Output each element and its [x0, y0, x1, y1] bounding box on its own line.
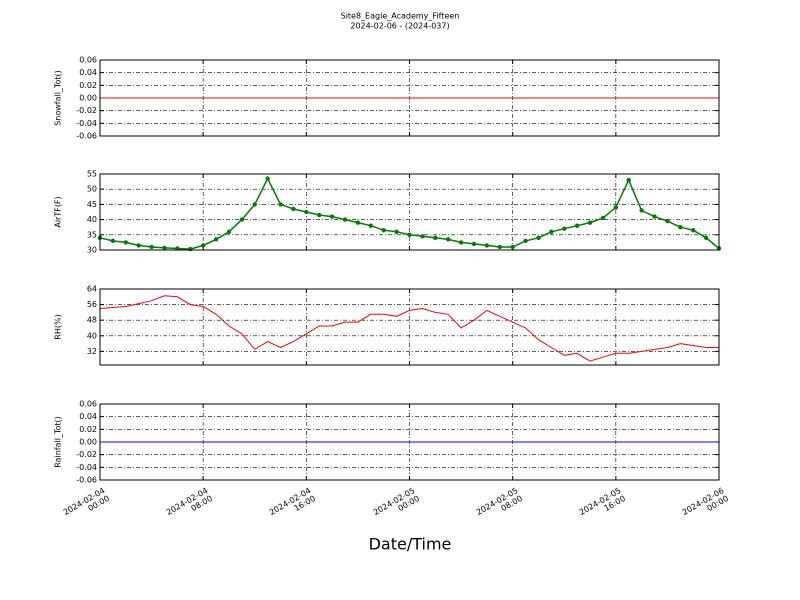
- y-tick-label: 40: [87, 331, 97, 340]
- y-axis-label: RH(%): [54, 314, 63, 339]
- y-tick-label: 0.06: [79, 56, 97, 65]
- y-tick-label: 48: [87, 316, 97, 325]
- data-point: [278, 202, 283, 207]
- data-point: [613, 205, 619, 210]
- y-tick-label: -0.04: [76, 119, 97, 128]
- y-tick-label: 0.06: [79, 400, 97, 409]
- data-point: [665, 218, 670, 224]
- data-point: [574, 223, 580, 228]
- data-point: [342, 217, 348, 222]
- y-tick-label: 35: [87, 230, 97, 239]
- y-axis-label: AirTF(F): [54, 196, 63, 227]
- data-point: [678, 225, 683, 230]
- data-point: [652, 214, 657, 219]
- data-point: [136, 243, 141, 248]
- y-tick-label: 64: [87, 285, 97, 294]
- data-point: [188, 246, 193, 252]
- chart-subtitle: 2024-02-06 - (2024-037): [350, 22, 449, 31]
- data-point: [381, 228, 386, 233]
- data-point: [162, 245, 167, 251]
- data-point: [523, 238, 528, 244]
- y-tick-label: -0.04: [76, 463, 97, 472]
- y-axis-label: Snowfall_Tot(): [54, 70, 63, 126]
- data-point: [536, 235, 541, 241]
- data-point: [110, 238, 116, 244]
- data-point: [239, 217, 245, 222]
- data-point: [484, 243, 490, 248]
- data-point: [562, 226, 567, 231]
- y-tick-label: 0.00: [79, 438, 97, 447]
- data-point: [291, 206, 296, 212]
- data-point: [497, 244, 502, 250]
- y-tick-label: 40: [87, 215, 97, 224]
- data-point: [703, 235, 709, 241]
- data-point: [329, 214, 335, 219]
- data-point: [394, 229, 399, 234]
- data-point: [445, 237, 451, 242]
- data-point: [691, 228, 696, 233]
- data-point: [420, 234, 425, 239]
- data-point: [317, 212, 322, 218]
- data-point: [587, 220, 593, 225]
- data-point: [433, 235, 438, 241]
- y-tick-label: 45: [87, 200, 97, 209]
- plot-frame: [99, 59, 720, 137]
- data-point: [600, 215, 606, 221]
- data-point: [458, 240, 464, 245]
- data-point: [549, 229, 554, 234]
- data-point: [355, 220, 361, 225]
- y-tick-label: -0.02: [76, 106, 97, 115]
- y-tick-label: 0.02: [79, 81, 97, 90]
- data-point: [265, 176, 270, 181]
- data-point: [304, 209, 309, 215]
- plot-frame: [99, 173, 720, 251]
- data-point: [639, 208, 644, 213]
- data-point: [200, 243, 206, 248]
- x-axis-label: Date/Time: [369, 535, 452, 554]
- data-point: [252, 202, 257, 207]
- y-tick-label: 56: [87, 300, 97, 309]
- data-point: [626, 177, 631, 183]
- y-tick-label: 0.00: [79, 94, 97, 103]
- y-tick-label: 0.04: [79, 68, 97, 77]
- y-tick-label: -0.02: [76, 450, 97, 459]
- plot-frame: [99, 288, 720, 366]
- y-tick-label: 55: [87, 170, 97, 179]
- y-tick-label: 32: [87, 347, 97, 356]
- y-tick-label: 0.02: [79, 425, 97, 434]
- data-point: [213, 237, 219, 242]
- data-point: [407, 232, 412, 237]
- data-point: [368, 223, 374, 228]
- y-axis-label: Rainfall_Tot(): [54, 416, 63, 468]
- plot-frame: [99, 403, 720, 481]
- y-tick-label: 50: [87, 185, 97, 194]
- y-tick-label: -0.06: [76, 132, 97, 141]
- y-tick-label: -0.06: [76, 476, 97, 485]
- data-line: [99, 295, 719, 362]
- y-tick-label: 30: [87, 246, 97, 255]
- data-point: [123, 240, 128, 245]
- data-point: [471, 241, 477, 247]
- y-tick-label: 0.04: [79, 412, 97, 421]
- data-point: [226, 229, 232, 234]
- chart-title: Site8_Eagle_Academy_Fifteen: [341, 12, 460, 21]
- data-point: [149, 244, 154, 250]
- data-point: [510, 244, 515, 250]
